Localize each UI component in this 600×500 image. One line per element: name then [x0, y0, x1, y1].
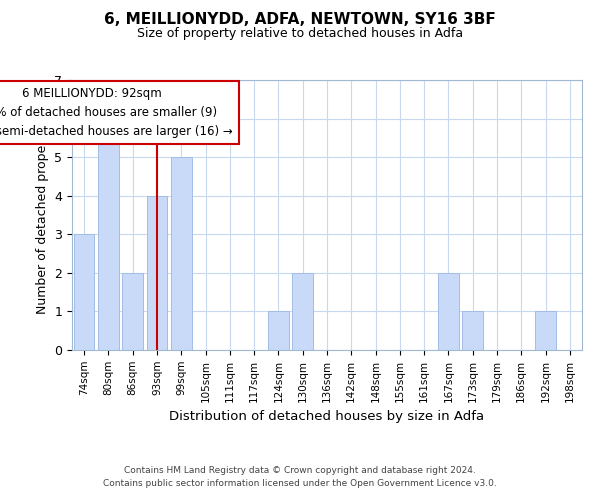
Bar — [98, 118, 119, 350]
X-axis label: Distribution of detached houses by size in Adfa: Distribution of detached houses by size … — [169, 410, 485, 423]
Bar — [74, 234, 94, 350]
Text: Contains HM Land Registry data © Crown copyright and database right 2024.
Contai: Contains HM Land Registry data © Crown c… — [103, 466, 497, 487]
Text: 6 MEILLIONYDD: 92sqm
← 35% of detached houses are smaller (9)
62% of semi-detach: 6 MEILLIONYDD: 92sqm ← 35% of detached h… — [0, 87, 233, 138]
Bar — [438, 273, 459, 350]
Bar — [122, 273, 143, 350]
Bar — [535, 312, 556, 350]
Bar — [146, 196, 167, 350]
Bar — [292, 273, 313, 350]
Bar — [268, 312, 289, 350]
Y-axis label: Number of detached properties: Number of detached properties — [36, 116, 49, 314]
Bar — [171, 157, 191, 350]
Text: Size of property relative to detached houses in Adfa: Size of property relative to detached ho… — [137, 28, 463, 40]
Bar — [463, 312, 483, 350]
Text: 6, MEILLIONYDD, ADFA, NEWTOWN, SY16 3BF: 6, MEILLIONYDD, ADFA, NEWTOWN, SY16 3BF — [104, 12, 496, 28]
